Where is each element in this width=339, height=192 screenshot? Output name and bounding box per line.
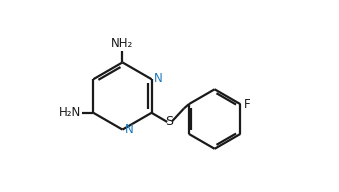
Text: N: N: [125, 123, 134, 136]
Text: H₂N: H₂N: [59, 106, 81, 119]
Text: F: F: [244, 98, 251, 111]
Text: NH₂: NH₂: [111, 37, 134, 50]
Text: N: N: [154, 72, 163, 85]
Text: S: S: [165, 115, 174, 128]
